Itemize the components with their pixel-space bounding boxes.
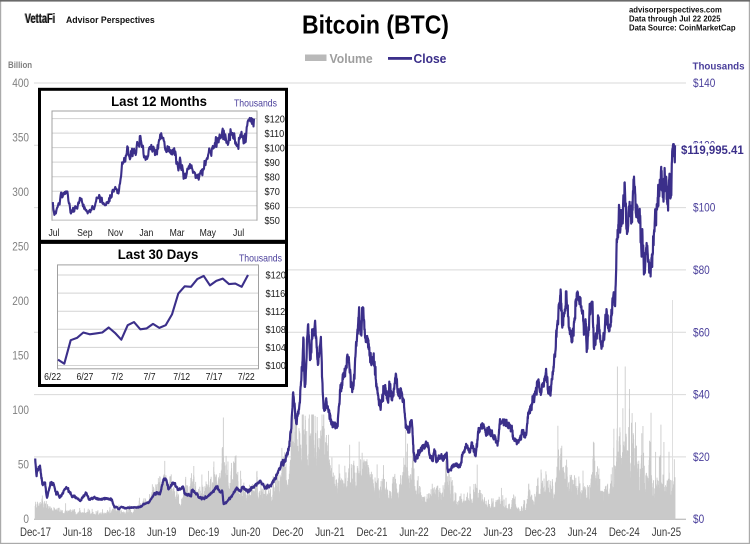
svg-text:$90: $90 xyxy=(265,157,281,169)
svg-text:$80: $80 xyxy=(693,264,710,277)
svg-text:May: May xyxy=(200,228,217,240)
svg-text:Dec-20: Dec-20 xyxy=(272,526,303,539)
svg-text:$120: $120 xyxy=(265,114,286,126)
svg-text:7/22: 7/22 xyxy=(238,371,255,383)
svg-text:advisorperspectives.com: advisorperspectives.com xyxy=(629,5,722,14)
svg-text:$104: $104 xyxy=(266,343,287,355)
svg-text:$119,995.41: $119,995.41 xyxy=(681,144,744,157)
svg-text:$140: $140 xyxy=(693,77,715,90)
svg-text:Jun-25: Jun-25 xyxy=(652,526,681,539)
svg-text:6/27: 6/27 xyxy=(76,371,93,383)
svg-text:Sep: Sep xyxy=(77,228,92,240)
svg-text:Dec-17: Dec-17 xyxy=(20,526,51,539)
svg-text:Data Source: CoinMarketCap: Data Source: CoinMarketCap xyxy=(629,23,736,32)
svg-text:Mar: Mar xyxy=(170,228,185,240)
svg-text:Dec-23: Dec-23 xyxy=(525,526,556,539)
svg-text:7/17: 7/17 xyxy=(206,371,223,383)
svg-text:Jul: Jul xyxy=(48,228,59,240)
svg-text:Last 12 Months: Last 12 Months xyxy=(111,94,207,109)
svg-text:$112: $112 xyxy=(266,306,286,318)
svg-text:$60: $60 xyxy=(265,201,281,213)
svg-text:Jan: Jan xyxy=(139,228,153,240)
svg-text:Dec-22: Dec-22 xyxy=(441,526,472,539)
svg-text:Volume: Volume xyxy=(330,52,373,66)
svg-text:$50: $50 xyxy=(265,215,281,227)
svg-text:400: 400 xyxy=(12,77,29,90)
svg-text:Advisor Perspectives: Advisor Perspectives xyxy=(66,15,155,25)
svg-text:$110: $110 xyxy=(265,128,285,140)
svg-text:7/12: 7/12 xyxy=(173,371,190,383)
svg-text:Jun-24: Jun-24 xyxy=(568,526,597,539)
svg-text:$100: $100 xyxy=(266,361,287,373)
svg-text:VettaFi: VettaFi xyxy=(24,10,54,27)
svg-text:Jun-23: Jun-23 xyxy=(484,526,513,539)
svg-text:7/2: 7/2 xyxy=(111,371,123,383)
svg-text:Data through Jul 22 2025: Data through Jul 22 2025 xyxy=(629,14,721,23)
svg-text:Billion: Billion xyxy=(8,59,32,70)
svg-text:Dec-24: Dec-24 xyxy=(609,526,640,539)
svg-text:300: 300 xyxy=(12,186,29,199)
svg-text:Thousands: Thousands xyxy=(234,98,277,109)
svg-text:Jun-19: Jun-19 xyxy=(147,526,176,539)
svg-text:Dec-18: Dec-18 xyxy=(104,526,135,539)
svg-text:Thousands: Thousands xyxy=(239,253,282,264)
svg-text:$20: $20 xyxy=(693,451,710,464)
svg-text:Jun-20: Jun-20 xyxy=(231,526,260,539)
svg-text:50: 50 xyxy=(18,459,29,472)
svg-text:100: 100 xyxy=(12,405,29,418)
svg-text:$0: $0 xyxy=(693,514,704,527)
svg-text:Jul: Jul xyxy=(233,228,244,240)
svg-text:Jun-21: Jun-21 xyxy=(315,526,344,539)
svg-text:Last 30 Days: Last 30 Days xyxy=(118,247,199,262)
svg-text:Jun-18: Jun-18 xyxy=(63,526,92,539)
svg-text:7/7: 7/7 xyxy=(143,371,155,383)
svg-text:6/22: 6/22 xyxy=(44,371,61,383)
svg-text:$100: $100 xyxy=(265,143,286,155)
svg-text:VettaFi: VettaFi xyxy=(25,10,55,27)
svg-text:200: 200 xyxy=(12,295,29,308)
svg-text:250: 250 xyxy=(12,241,29,254)
svg-text:Dec-21: Dec-21 xyxy=(357,526,388,539)
svg-text:Thousands: Thousands xyxy=(692,61,745,72)
svg-text:$60: $60 xyxy=(693,327,710,340)
svg-text:$108: $108 xyxy=(266,325,286,337)
svg-text:350: 350 xyxy=(12,132,29,145)
svg-text:$70: $70 xyxy=(265,186,281,198)
svg-text:Nov: Nov xyxy=(108,228,124,240)
svg-text:Dec-19: Dec-19 xyxy=(188,526,219,539)
svg-text:Close: Close xyxy=(414,52,447,66)
svg-text:$80: $80 xyxy=(265,172,281,184)
svg-text:Bitcoin (BTC): Bitcoin (BTC) xyxy=(302,11,449,40)
svg-text:$120: $120 xyxy=(266,270,287,282)
svg-text:$116: $116 xyxy=(266,288,286,300)
svg-text:Jun-22: Jun-22 xyxy=(399,526,428,539)
svg-text:$40: $40 xyxy=(693,389,710,402)
svg-text:$100: $100 xyxy=(693,202,715,215)
svg-text:150: 150 xyxy=(12,350,29,363)
svg-text:0: 0 xyxy=(23,514,29,527)
